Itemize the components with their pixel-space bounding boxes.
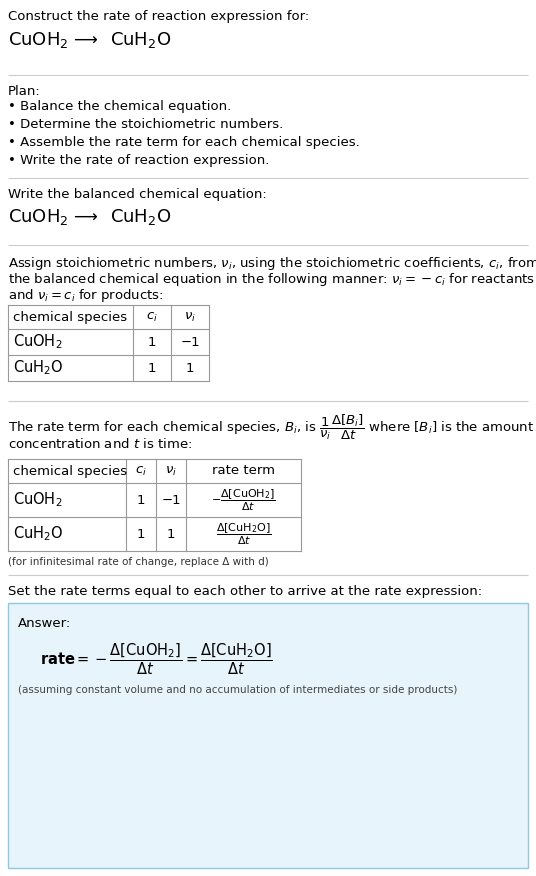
Text: rate term: rate term [212, 464, 275, 477]
Text: concentration and $t$ is time:: concentration and $t$ is time: [8, 437, 192, 451]
Text: $\mathit{c_i}$: $\mathit{c_i}$ [135, 464, 147, 477]
Text: $\mathit{\nu_i}$: $\mathit{\nu_i}$ [165, 464, 177, 477]
Text: $\longrightarrow$: $\longrightarrow$ [70, 30, 98, 48]
Text: and $\mathit{\nu_i} = \mathit{c_i}$ for products:: and $\mathit{\nu_i} = \mathit{c_i}$ for … [8, 287, 163, 304]
Text: 1: 1 [137, 527, 145, 540]
Text: • Write the rate of reaction expression.: • Write the rate of reaction expression. [8, 154, 270, 167]
Text: −1: −1 [180, 336, 200, 349]
FancyBboxPatch shape [8, 603, 528, 868]
Text: • Determine the stoichiometric numbers.: • Determine the stoichiometric numbers. [8, 118, 283, 131]
Text: Set the rate terms equal to each other to arrive at the rate expression:: Set the rate terms equal to each other t… [8, 585, 482, 598]
Text: $\longrightarrow$: $\longrightarrow$ [70, 207, 98, 225]
Text: $-\dfrac{\Delta[\mathrm{CuOH_2}]}{\Delta t}$: $-\dfrac{\Delta[\mathrm{CuOH_2}]}{\Delta… [211, 487, 276, 512]
Text: $\mathrm{CuH_2O}$: $\mathrm{CuH_2O}$ [13, 525, 63, 543]
Text: $\mathrm{CuH_2O}$: $\mathrm{CuH_2O}$ [13, 358, 63, 378]
Text: 1: 1 [167, 527, 175, 540]
Text: $\mathbf{rate} = -\dfrac{\Delta[\mathrm{CuOH_2}]}{\Delta t} = \dfrac{\Delta[\mat: $\mathbf{rate} = -\dfrac{\Delta[\mathrm{… [40, 641, 273, 676]
Text: 1: 1 [186, 362, 194, 375]
Text: $\mathrm{CuOH_2}$: $\mathrm{CuOH_2}$ [8, 30, 69, 50]
Text: $\mathrm{CuH_2O}$: $\mathrm{CuH_2O}$ [110, 207, 172, 227]
Text: $\mathit{\nu_i}$: $\mathit{\nu_i}$ [184, 310, 196, 323]
Text: chemical species: chemical species [13, 310, 127, 323]
Text: Construct the rate of reaction expression for:: Construct the rate of reaction expressio… [8, 10, 309, 23]
Text: chemical species: chemical species [13, 464, 127, 477]
Text: The rate term for each chemical species, $B_i$, is $\dfrac{1}{\nu_i}\dfrac{\Delt: The rate term for each chemical species,… [8, 413, 534, 442]
Text: • Balance the chemical equation.: • Balance the chemical equation. [8, 100, 231, 113]
Text: • Assemble the rate term for each chemical species.: • Assemble the rate term for each chemic… [8, 136, 360, 149]
Text: $\mathit{c_i}$: $\mathit{c_i}$ [146, 310, 158, 323]
Text: (assuming constant volume and no accumulation of intermediates or side products): (assuming constant volume and no accumul… [18, 685, 457, 695]
Text: 1: 1 [148, 336, 157, 349]
Text: Assign stoichiometric numbers, $\mathit{\nu_i}$, using the stoichiometric coeffi: Assign stoichiometric numbers, $\mathit{… [8, 255, 536, 272]
Text: 1: 1 [137, 493, 145, 506]
Text: $\mathrm{CuOH_2}$: $\mathrm{CuOH_2}$ [13, 491, 63, 509]
Text: 1: 1 [148, 362, 157, 375]
Text: (for infinitesimal rate of change, replace Δ with d): (for infinitesimal rate of change, repla… [8, 557, 269, 567]
Text: Answer:: Answer: [18, 617, 71, 630]
Text: $\mathrm{CuOH_2}$: $\mathrm{CuOH_2}$ [8, 207, 69, 227]
Text: Plan:: Plan: [8, 85, 41, 98]
Text: $\mathrm{CuH_2O}$: $\mathrm{CuH_2O}$ [110, 30, 172, 50]
Text: $\mathrm{CuOH_2}$: $\mathrm{CuOH_2}$ [13, 333, 63, 351]
Text: −1: −1 [161, 493, 181, 506]
Text: Write the balanced chemical equation:: Write the balanced chemical equation: [8, 188, 267, 201]
Text: the balanced chemical equation in the following manner: $\mathit{\nu_i} = -\math: the balanced chemical equation in the fo… [8, 271, 535, 288]
Text: $\dfrac{\Delta[\mathrm{CuH_2O}]}{\Delta t}$: $\dfrac{\Delta[\mathrm{CuH_2O}]}{\Delta … [215, 521, 271, 547]
